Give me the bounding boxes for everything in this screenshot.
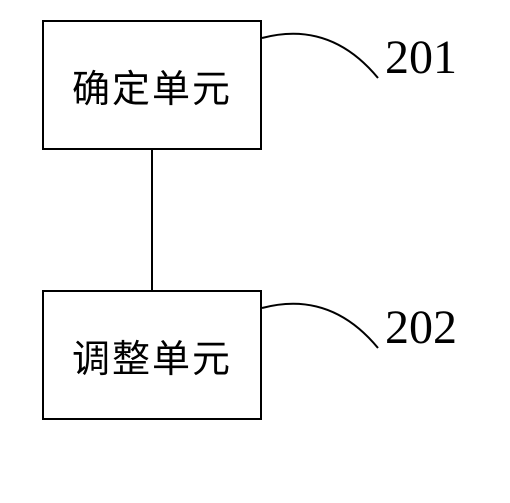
node-label: 调整单元: [72, 328, 232, 383]
node-label: 确定单元: [72, 58, 232, 113]
ref-label-202: 202: [385, 300, 457, 355]
leader-line-201: [262, 34, 378, 78]
leader-line-202: [262, 304, 378, 348]
node-determine-unit: 确定单元: [42, 20, 262, 150]
node-adjust-unit: 调整单元: [42, 290, 262, 420]
ref-label-201: 201: [385, 30, 457, 85]
